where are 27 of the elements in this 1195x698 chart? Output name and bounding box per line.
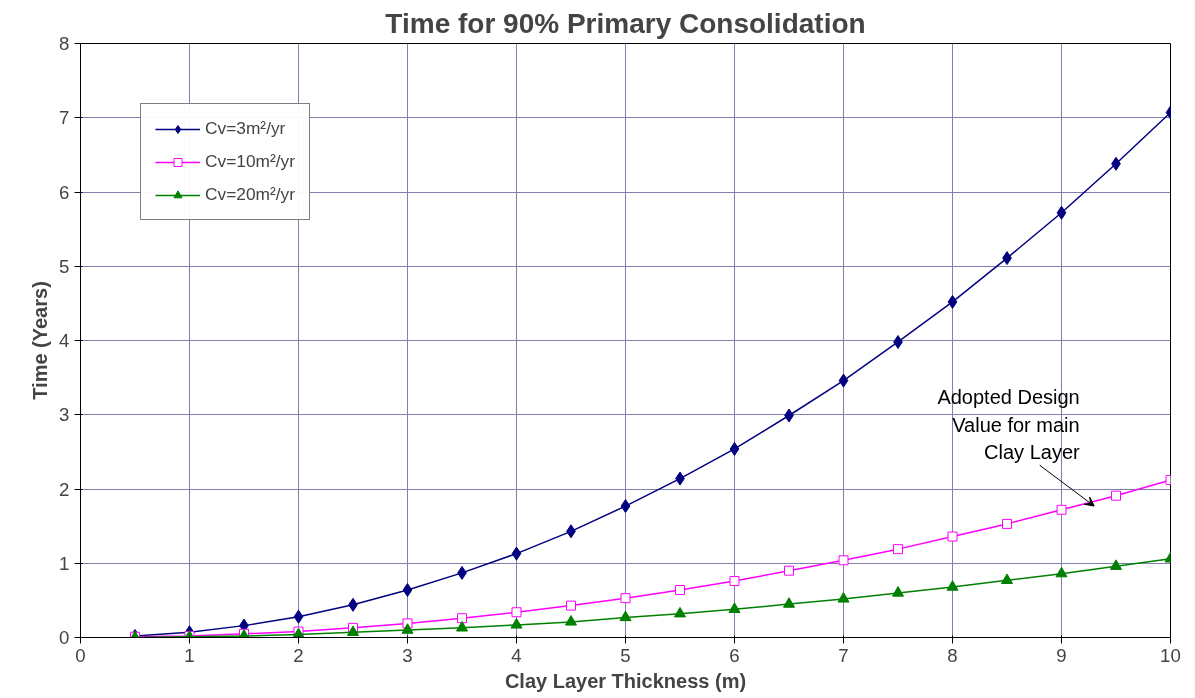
x-tick-label: 2 <box>293 644 304 666</box>
chart-title: Time for 90% Primary Consolidation <box>385 7 866 39</box>
y-tick-label: 8 <box>59 33 70 54</box>
y-tick-label: 3 <box>59 404 70 426</box>
x-tick-label: 1 <box>184 644 195 666</box>
y-tick-label: 0 <box>59 627 70 648</box>
y-tick-label: 2 <box>59 478 70 500</box>
x-tick-label: 4 <box>511 644 522 666</box>
x-tick-label: 10 <box>1160 644 1181 666</box>
y-axis-title: Time (Years) <box>29 281 52 400</box>
x-tick-label: 8 <box>947 644 958 666</box>
y-tick-label: 7 <box>59 107 70 129</box>
legend-label: Cv=20m²/yr <box>205 184 296 205</box>
y-tick-label: 5 <box>59 255 70 277</box>
y-tick-label: 6 <box>59 181 70 203</box>
y-tick-label: 1 <box>59 552 70 574</box>
x-tick-label: 5 <box>620 644 631 666</box>
legend-label: Cv=10m²/yr <box>205 151 296 172</box>
annotation: Adopted Design Value for main Clay Layer <box>937 386 1081 464</box>
legend-label: Cv=3m²/yr <box>205 118 286 139</box>
x-tick-label: 9 <box>1056 644 1067 666</box>
x-tick-label: 7 <box>838 644 849 666</box>
x-tick-label: 3 <box>402 644 413 666</box>
x-tick-label: 6 <box>729 644 740 666</box>
x-tick-label: 0 <box>75 644 86 666</box>
y-tick-label: 4 <box>59 330 70 351</box>
x-axis-title: Clay Layer Thickness (m) <box>504 669 747 692</box>
